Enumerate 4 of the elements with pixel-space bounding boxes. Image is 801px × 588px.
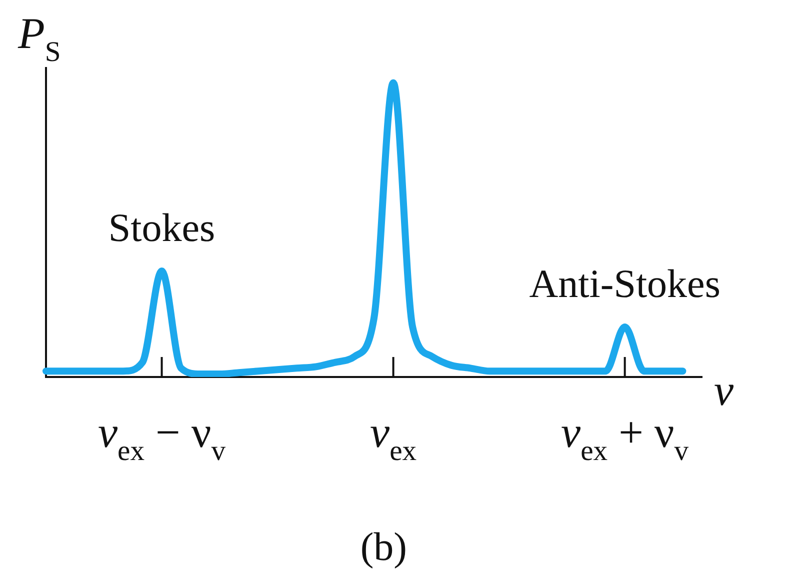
annotation: Stokes: [108, 205, 216, 250]
x-axis-title: ν: [714, 366, 734, 415]
annotation: Anti-Stokes: [529, 260, 720, 306]
text: (b): [360, 524, 407, 569]
